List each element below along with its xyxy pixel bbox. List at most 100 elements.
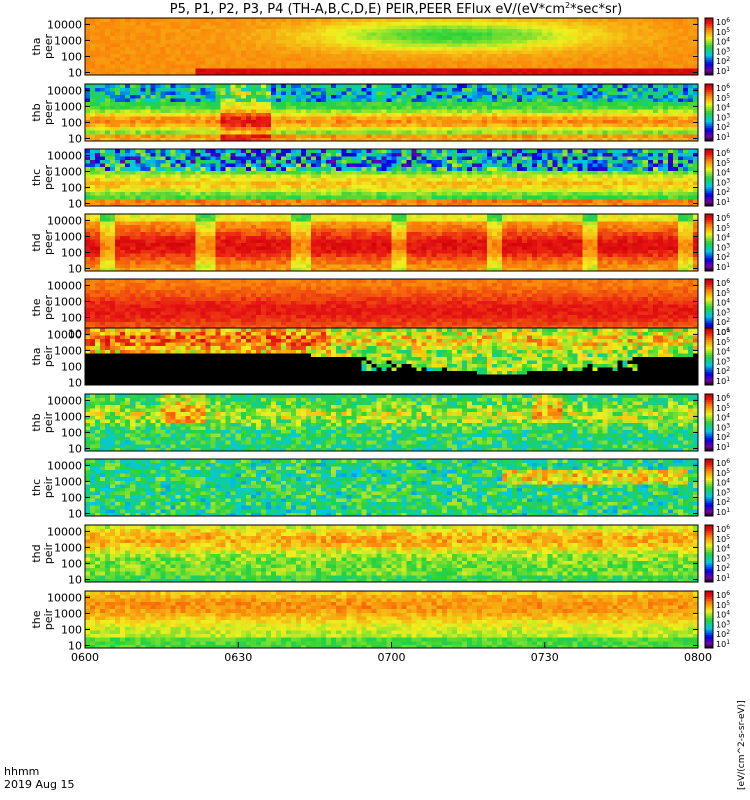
panel-species-label: peir	[42, 345, 55, 367]
y-tick-label: 100	[61, 623, 82, 636]
colorbar-tick-label: 102	[716, 629, 730, 639]
colorbar-tick-label: 106	[716, 524, 730, 534]
y-tick-label: 1000	[54, 100, 82, 113]
colorbar-tick-label: 102	[716, 366, 730, 376]
y-tick-label: 1000	[54, 475, 82, 488]
colorbar-tick-label: 104	[716, 544, 730, 554]
spectrogram-cells	[85, 149, 698, 206]
y-tick-label: 10000	[47, 525, 82, 538]
panel-species-label: peer	[42, 34, 55, 60]
y-tick-label: 10	[68, 133, 82, 146]
colorbar-tick-label: 103	[716, 307, 730, 317]
y-tick-label: 100	[61, 246, 82, 259]
y-tick-label: 1000	[54, 295, 82, 308]
colorbar-tick-label: 103	[716, 242, 730, 252]
colorbar-tick-label: 105	[716, 337, 730, 347]
y-tick-label: 1000	[54, 541, 82, 554]
panel-species-label: peir	[42, 608, 55, 630]
colorbar-tick-label: 104	[716, 298, 730, 308]
colorbar-tick-label: 106	[716, 327, 730, 337]
colorbar-tick-label: 105	[716, 468, 730, 478]
spectrogram-cells	[85, 18, 698, 75]
y-tick-label: 10	[68, 443, 82, 456]
colorbar-tick-label: 106	[716, 83, 730, 93]
colorbar-tick-label: 105	[716, 27, 730, 37]
x-tick-label: 0630	[224, 651, 252, 664]
y-tick-label: 100	[61, 557, 82, 570]
colorbar-tick-label: 105	[716, 93, 730, 103]
y-tick-label: 10	[68, 67, 82, 80]
y-tick-label: 10	[68, 574, 82, 587]
y-tick-label: 10000	[47, 18, 82, 31]
y-tick-label: 10000	[47, 84, 82, 97]
x-tick-label: 0800	[684, 651, 712, 664]
y-tick-label: 10000	[47, 214, 82, 227]
colorbar-tick-label: 102	[716, 122, 730, 132]
panel-species-label: peir	[42, 542, 55, 564]
y-tick-label: 1000	[54, 165, 82, 178]
colorbar-tick-label: 103	[716, 487, 730, 497]
spectrogram-cells	[85, 459, 698, 516]
colorbar-tick-label: 105	[716, 534, 730, 544]
colorbar-tick-label: 101	[716, 376, 730, 386]
panel-species-label: peer	[42, 165, 55, 191]
spectrogram-cells	[85, 328, 698, 385]
x-tick-label: 0700	[378, 651, 406, 664]
spectrogram-cells	[85, 525, 698, 582]
x-tick-label: 0730	[531, 651, 559, 664]
colorbar-tick-label: 101	[716, 507, 730, 517]
chart-title: P5, P1, P2, P3, P4 (TH-A,B,C,D,E) PEIR,P…	[170, 1, 622, 17]
y-tick-label: 10000	[47, 149, 82, 162]
spectrogram-cells	[85, 591, 698, 648]
spectrogram-cells	[85, 84, 698, 141]
panel-species-label: peir	[42, 411, 55, 433]
colorbar-tick-label: 105	[716, 288, 730, 298]
colorbar-tick-label: 104	[716, 347, 730, 357]
y-tick-label: 100	[61, 181, 82, 194]
y-tick-label: 1000	[54, 230, 82, 243]
time-label: hhmm	[4, 765, 39, 778]
colorbar-tick-label: 103	[716, 356, 730, 366]
x-tick-label: 0600	[71, 651, 99, 664]
colorbar-tick-label: 102	[716, 497, 730, 507]
colorbar-tick-label: 103	[716, 422, 730, 432]
y-tick-label: 10000	[47, 459, 82, 472]
y-tick-label: 100	[61, 116, 82, 129]
panel-species-label: peer	[42, 100, 55, 126]
panel-species-label: peer	[42, 295, 55, 321]
y-tick-label: 1000	[54, 34, 82, 47]
y-tick-label: 10000	[47, 279, 82, 292]
colorbar-tick-label: 104	[716, 103, 730, 113]
colorbar-tick-label: 101	[716, 132, 730, 142]
y-tick-label: 1000	[54, 344, 82, 357]
colorbar-tick-label: 104	[716, 413, 730, 423]
colorbar-tick-label: 104	[716, 168, 730, 178]
y-tick-label: 10000	[47, 328, 82, 341]
colorbar-tick-label: 103	[716, 112, 730, 122]
colorbar-tick-label: 104	[716, 610, 730, 620]
colorbar-tick-label: 103	[716, 619, 730, 629]
colorbar-tick-label: 102	[716, 432, 730, 442]
colorbar-tick-label: 103	[716, 553, 730, 563]
colorbar-tick-label: 101	[716, 262, 730, 272]
colorbar-tick-label: 105	[716, 600, 730, 610]
colorbar-tick-label: 101	[716, 573, 730, 583]
y-tick-label: 10	[68, 508, 82, 521]
colorbar-tick-label: 102	[716, 252, 730, 262]
y-tick-label: 100	[61, 360, 82, 373]
